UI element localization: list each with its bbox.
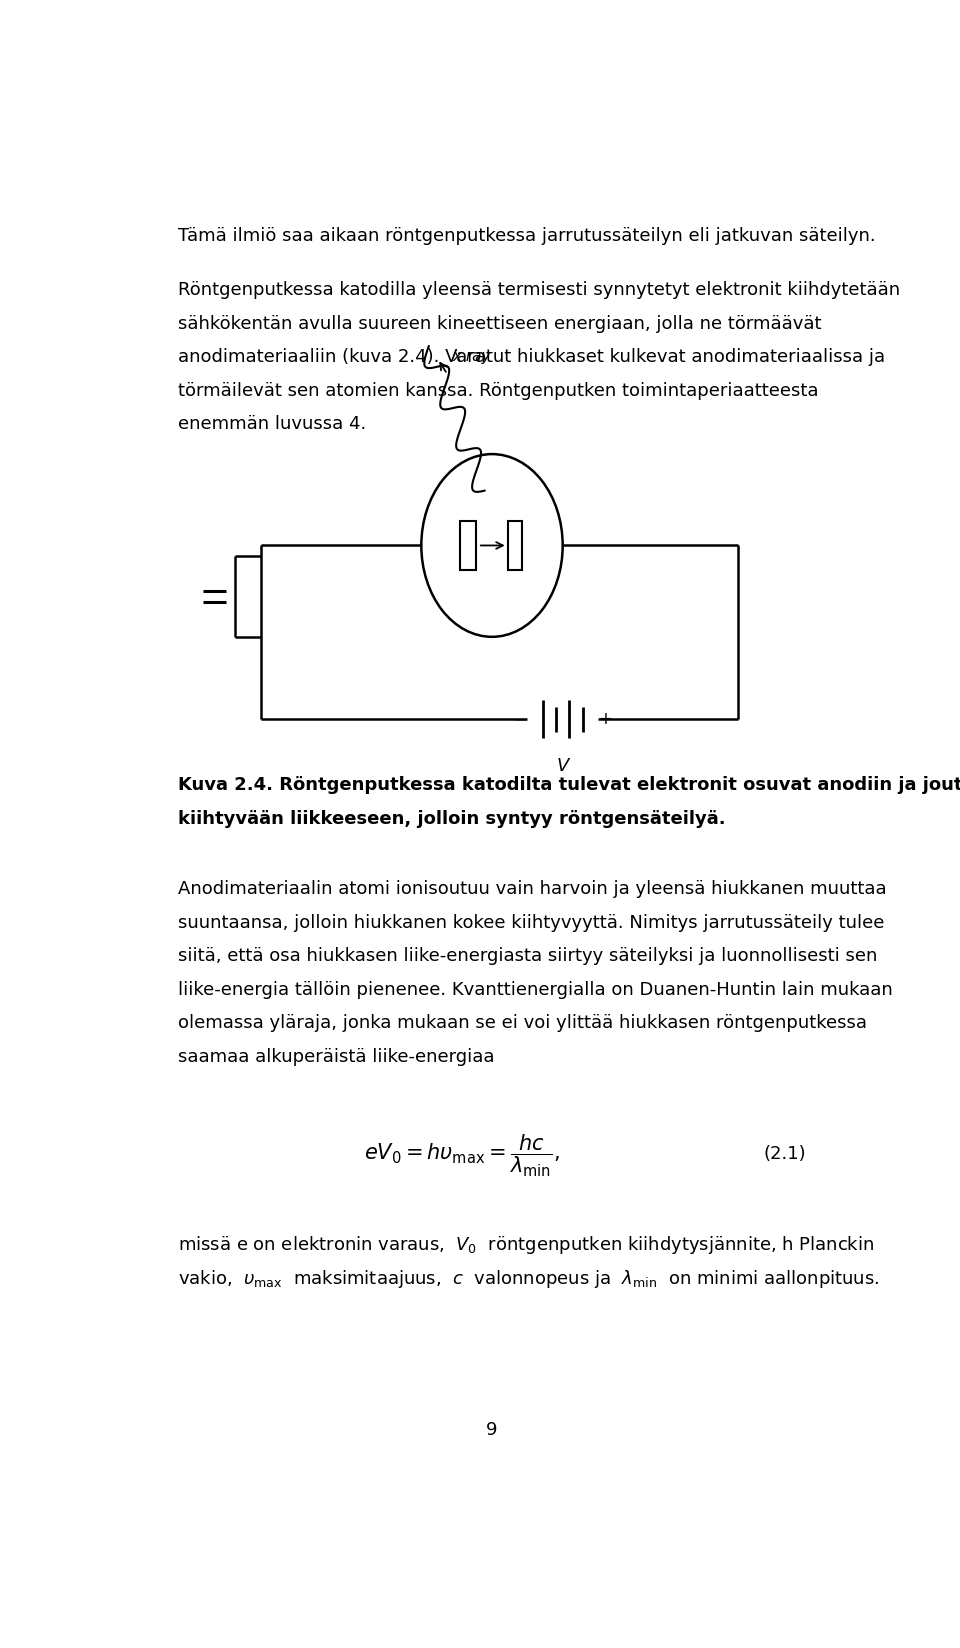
Text: $eV_0 = h\upsilon_{\mathrm{max}} = \dfrac{hc}{\lambda_{\mathrm{min}}},$: $eV_0 = h\upsilon_{\mathrm{max}} = \dfra… — [365, 1132, 560, 1178]
Text: Röntgenputkessa katodilla yleensä termisesti synnytetyt elektronit kiihdytetään: Röntgenputkessa katodilla yleensä termis… — [179, 280, 900, 298]
Text: liike-energia tällöin pienenee. Kvanttienergialla on Duanen-Huntin lain mukaan: liike-energia tällöin pienenee. Kvanttie… — [179, 981, 893, 999]
Text: siitä, että osa hiukkasen liike-energiasta siirtyy säteilyksi ja luonnollisesti : siitä, että osa hiukkasen liike-energias… — [179, 948, 877, 966]
Text: sähkökentän avulla suureen kineettiseen energiaan, jolla ne törmäävät: sähkökentän avulla suureen kineettiseen … — [179, 315, 822, 333]
Text: Tämä ilmiö saa aikaan röntgenputkessa jarrutussäteilyn eli jatkuvan säteilyn.: Tämä ilmiö saa aikaan röntgenputkessa ja… — [179, 227, 876, 246]
Text: suuntaansa, jolloin hiukkanen kokee kiihtyvyyttä. Nimitys jarrutussäteily tulee: suuntaansa, jolloin hiukkanen kokee kiih… — [179, 913, 884, 931]
Text: enemmän luvussa 4.: enemmän luvussa 4. — [179, 415, 367, 433]
Text: saamaa alkuperäistä liike-energiaa: saamaa alkuperäistä liike-energiaa — [179, 1048, 494, 1066]
Text: Kuva 2.4. Röntgenputkessa katodilta tulevat elektronit osuvat anodiin ja joutuva: Kuva 2.4. Röntgenputkessa katodilta tule… — [179, 776, 960, 794]
Text: missä e on elektronin varaus,  $V_0$  röntgenputken kiihdytysjännite, h Planckin: missä e on elektronin varaus, $V_0$ rönt… — [179, 1234, 875, 1256]
Polygon shape — [460, 521, 476, 570]
Text: +: + — [598, 710, 612, 728]
Text: −: − — [513, 710, 527, 728]
Text: vakio,  $\upsilon_{\mathrm{max}}$  maksimitaajuus,  $c$  valonnopeus ja  $\lambd: vakio, $\upsilon_{\mathrm{max}}$ maksimi… — [179, 1267, 879, 1290]
Text: törmäilevät sen atomien kanssa. Röntgenputken toimintaperiaatteesta: törmäilevät sen atomien kanssa. Röntgenp… — [179, 382, 819, 400]
Text: Anodimateriaalin atomi ionisoutuu vain harvoin ja yleensä hiukkanen muuttaa: Anodimateriaalin atomi ionisoutuu vain h… — [179, 880, 887, 898]
Text: C: C — [463, 585, 473, 600]
Text: olemassa yläraja, jonka mukaan se ei voi ylittää hiukkasen röntgenputkessa: olemassa yläraja, jonka mukaan se ei voi… — [179, 1015, 867, 1032]
Text: A: A — [510, 585, 520, 600]
Ellipse shape — [421, 455, 563, 636]
Polygon shape — [509, 521, 522, 570]
Text: 9: 9 — [487, 1421, 497, 1439]
Text: kiihtyvään liikkeeseen, jolloin syntyy röntgensäteilyä.: kiihtyvään liikkeeseen, jolloin syntyy r… — [179, 809, 726, 827]
Text: (2.1): (2.1) — [763, 1145, 805, 1163]
Text: x ray: x ray — [452, 349, 492, 364]
Text: anodimateriaaliin (kuva 2.4). Varatut hiukkaset kulkevat anodimateriaalissa ja: anodimateriaaliin (kuva 2.4). Varatut hi… — [179, 348, 885, 366]
Text: V: V — [557, 758, 569, 775]
